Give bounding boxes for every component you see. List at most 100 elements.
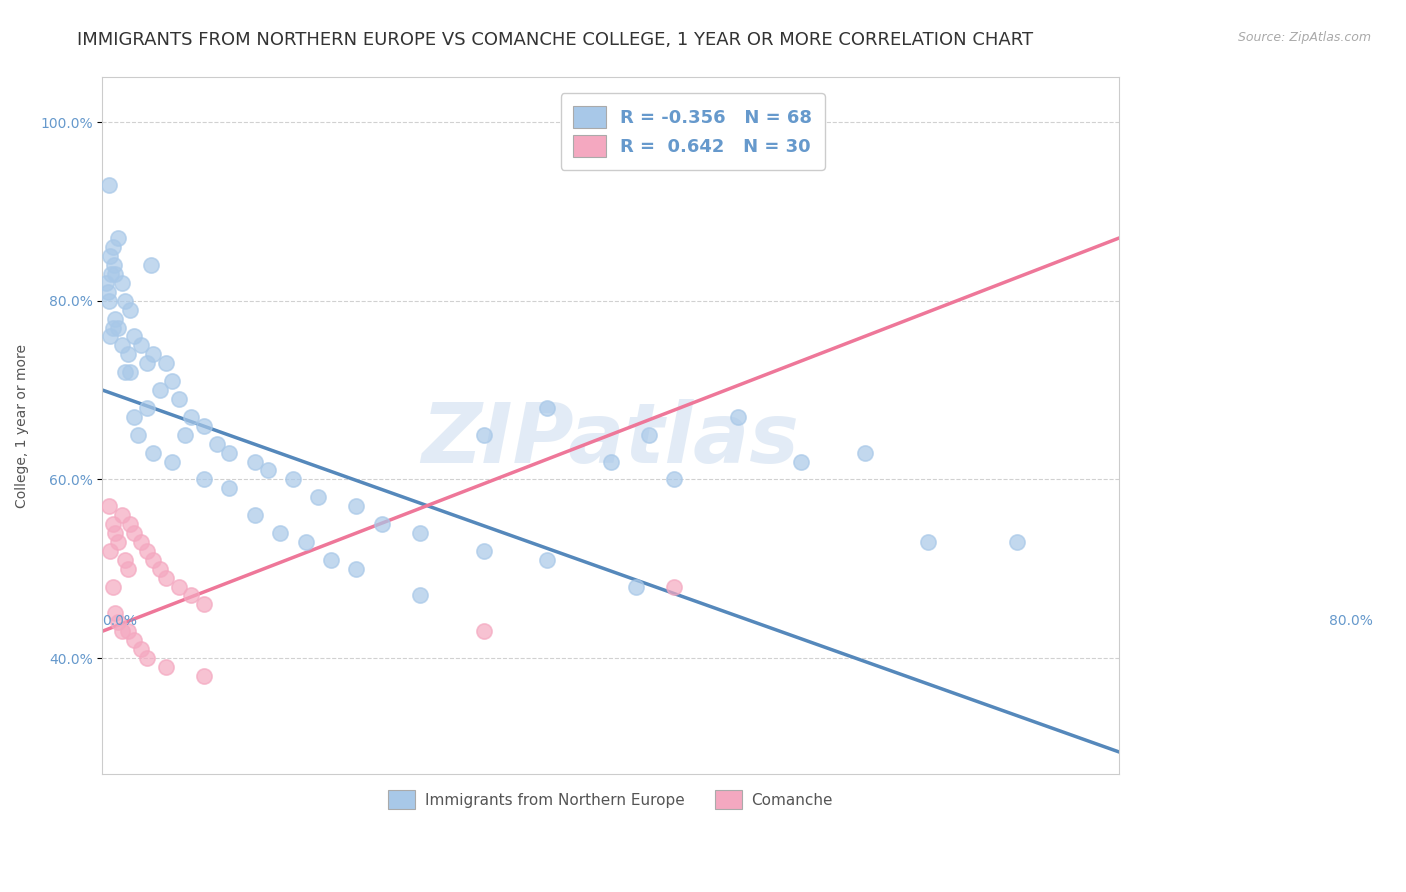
Point (104, 311, 127, 326)
Point (409, 525, 432, 540)
Point (110, 276, 132, 290)
Point (135, 356, 157, 370)
Point (269, 525, 291, 540)
Point (149, 562, 172, 576)
Text: 80.0%: 80.0% (1329, 614, 1372, 628)
Point (104, 267, 127, 281)
Point (122, 409, 145, 424)
Point (110, 508, 132, 522)
Point (107, 320, 129, 334)
Point (294, 535, 316, 549)
Y-axis label: College, 1 year or more: College, 1 year or more (15, 343, 30, 508)
Point (142, 445, 165, 459)
Point (122, 525, 145, 540)
Point (98, 544, 121, 558)
Point (193, 472, 215, 486)
Point (96, 285, 118, 299)
Point (110, 624, 132, 639)
Point (193, 418, 215, 433)
Point (101, 516, 124, 531)
Point (256, 463, 278, 477)
Point (243, 454, 266, 468)
Point (98, 329, 121, 343)
Point (120, 302, 142, 317)
Point (637, 427, 659, 442)
Point (114, 293, 136, 308)
Point (107, 535, 129, 549)
Point (346, 562, 368, 576)
Point (135, 651, 157, 665)
Point (135, 544, 157, 558)
Point (129, 535, 152, 549)
Point (96, 276, 118, 290)
Point (218, 445, 240, 459)
Point (307, 490, 329, 504)
Point (114, 553, 136, 567)
Point (662, 472, 685, 486)
Point (167, 392, 190, 406)
Point (142, 553, 165, 567)
Point (97, 499, 120, 513)
Point (180, 409, 202, 424)
Point (346, 499, 368, 513)
Point (536, 553, 558, 567)
Point (120, 365, 142, 379)
Point (104, 607, 127, 621)
Point (97, 293, 120, 308)
Text: ZIPatlas: ZIPatlas (422, 400, 800, 480)
Point (110, 338, 132, 352)
Point (599, 454, 621, 468)
Legend: Immigrants from Northern Europe, Comanche: Immigrants from Northern Europe, Comanch… (382, 784, 839, 815)
Point (218, 481, 240, 495)
Point (193, 598, 215, 612)
Point (120, 516, 142, 531)
Point (142, 347, 165, 361)
Point (104, 525, 127, 540)
Point (472, 544, 495, 558)
Point (127, 427, 149, 442)
Point (205, 436, 228, 450)
Point (162, 374, 184, 388)
Point (243, 508, 266, 522)
Text: 0.0%: 0.0% (103, 614, 138, 628)
Point (472, 427, 495, 442)
Point (117, 562, 139, 576)
Point (1005, 535, 1028, 549)
Point (917, 535, 939, 549)
Point (103, 258, 125, 272)
Point (149, 383, 172, 397)
Text: IMMIGRANTS FROM NORTHERN EUROPE VS COMANCHE COLLEGE, 1 YEAR OR MORE CORRELATION : IMMIGRANTS FROM NORTHERN EUROPE VS COMAN… (77, 31, 1033, 49)
Text: Source: ZipAtlas.com: Source: ZipAtlas.com (1237, 31, 1371, 45)
Point (122, 633, 145, 648)
Point (101, 240, 124, 254)
Point (790, 454, 813, 468)
Point (624, 580, 647, 594)
Point (319, 553, 342, 567)
Point (129, 338, 152, 352)
Point (122, 329, 145, 343)
Point (129, 642, 152, 657)
Point (281, 472, 304, 486)
Point (114, 365, 136, 379)
Point (139, 258, 162, 272)
Point (162, 454, 184, 468)
Point (167, 580, 190, 594)
Point (409, 589, 432, 603)
Point (155, 571, 177, 585)
Point (135, 401, 157, 415)
Point (117, 624, 139, 639)
Point (117, 347, 139, 361)
Point (727, 409, 749, 424)
Point (662, 580, 685, 594)
Point (180, 589, 202, 603)
Point (100, 267, 122, 281)
Point (371, 516, 394, 531)
Point (853, 445, 876, 459)
Point (155, 356, 177, 370)
Point (98, 249, 121, 263)
Point (536, 401, 558, 415)
Point (107, 231, 129, 245)
Point (193, 669, 215, 683)
Point (472, 624, 495, 639)
Point (101, 320, 124, 334)
